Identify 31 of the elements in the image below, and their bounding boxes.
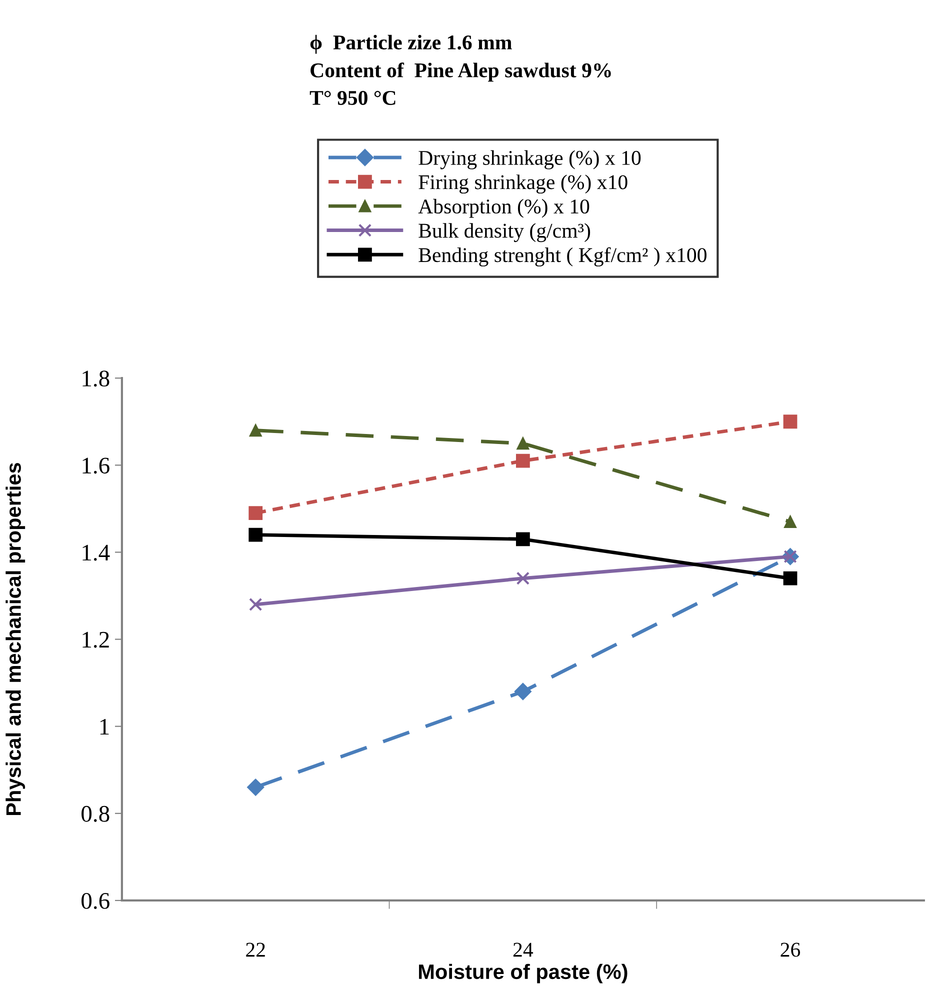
y-tick-label: 0.6 bbox=[82, 892, 110, 910]
y-axis-title: Physical and mechanical properties bbox=[6, 462, 26, 816]
y-tick-label: 1.6 bbox=[82, 458, 110, 474]
y-tick-label: 1.4 bbox=[82, 544, 110, 561]
point bbox=[249, 424, 262, 437]
chart-title: ϕ Particle zize 1.6 mm Content of Pine Alep sawdust 9% T° 950 °C bbox=[310, 34, 611, 105]
legend-label: Drying shrinkage (%) x 10 bbox=[418, 150, 641, 170]
point bbox=[516, 532, 530, 546]
x-tick-label: 24 bbox=[513, 942, 534, 957]
x-tick-label: 22 bbox=[246, 942, 265, 957]
y-tick-label: 1.8 bbox=[82, 370, 110, 387]
legend-label: Bulk density (g/cm³) bbox=[418, 223, 590, 242]
legend-label: Bending strenght ( Kgf/cm² ) x100 bbox=[418, 247, 706, 266]
y-tick-label: 0.8 bbox=[82, 806, 110, 822]
point bbox=[783, 414, 798, 429]
point bbox=[516, 572, 530, 585]
point bbox=[516, 454, 530, 468]
point bbox=[783, 571, 798, 586]
x-axis-title: Moisture of paste (%) bbox=[419, 964, 628, 984]
y-tick-label: 1 bbox=[100, 718, 109, 735]
y-tick-label: 1.2 bbox=[82, 632, 109, 648]
legend-label: Absorption (%) x 10 bbox=[418, 198, 590, 218]
x-tick-label: 26 bbox=[780, 942, 800, 957]
point bbox=[247, 778, 264, 796]
point bbox=[249, 598, 262, 612]
point bbox=[248, 506, 263, 520]
point bbox=[248, 528, 263, 542]
legend-label: Firing shrinkage (%) x10 bbox=[418, 174, 628, 194]
point bbox=[516, 437, 530, 450]
point bbox=[514, 682, 532, 700]
point bbox=[784, 516, 797, 528]
